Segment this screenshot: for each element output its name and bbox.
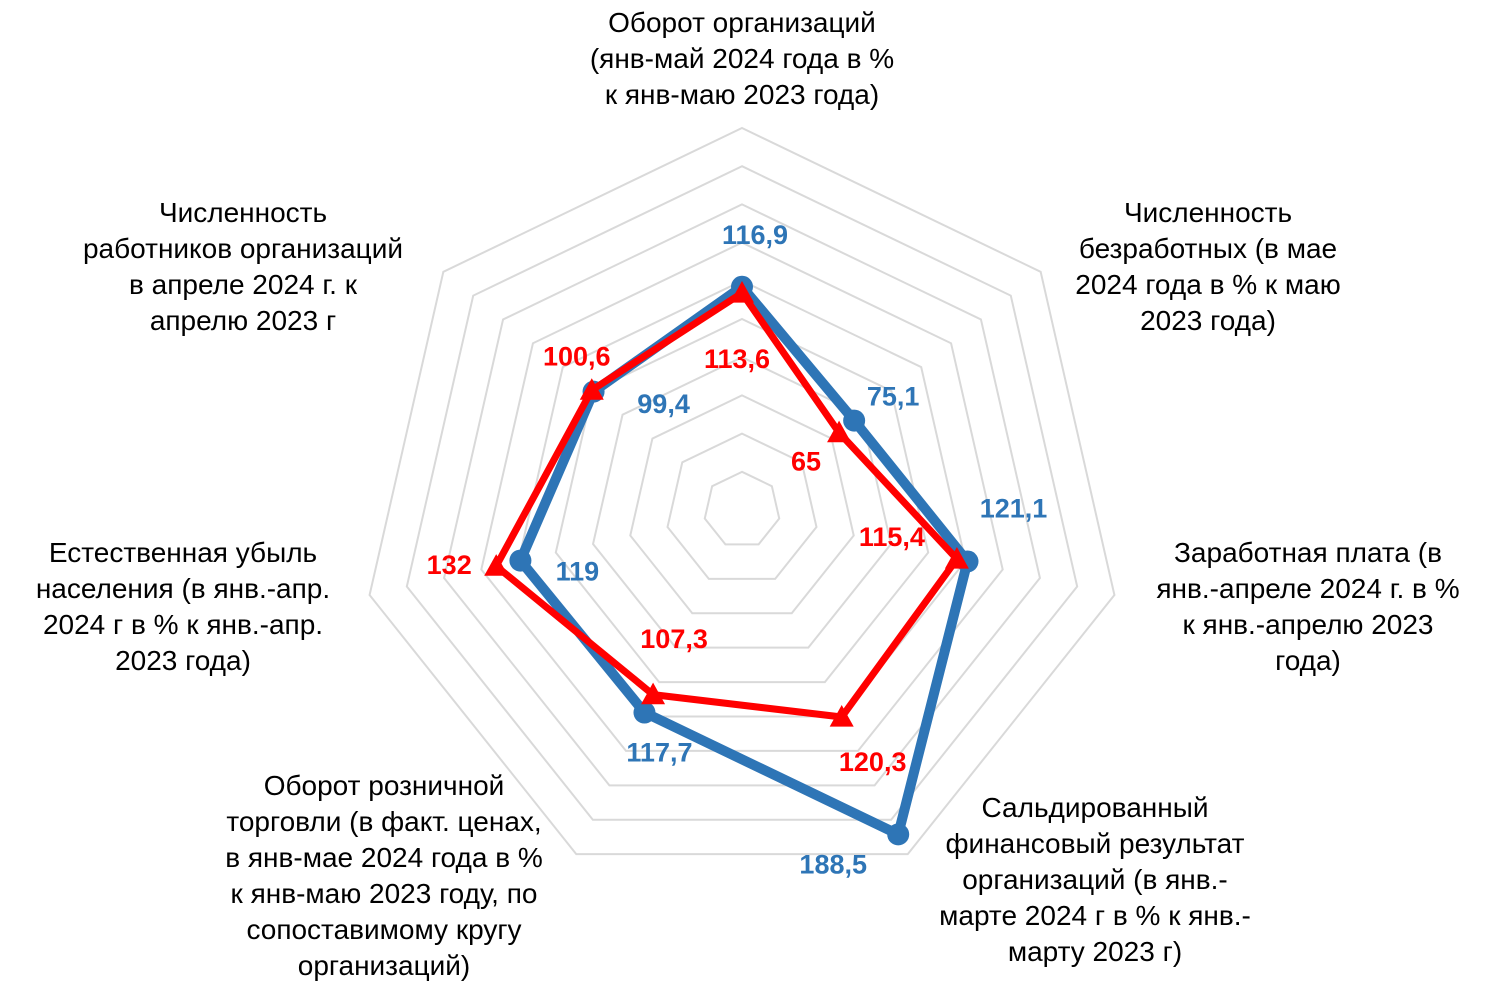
series-line (492, 289, 961, 721)
value-label: 75,1 (867, 382, 920, 412)
marker (484, 554, 509, 576)
value-label: 188,5 (799, 850, 867, 880)
category-label: Заработная плата (в янв.-апреле 2024 г. … (1156, 537, 1460, 676)
series-line (515, 281, 973, 840)
value-label: 119 (556, 557, 600, 587)
value-label: 99,4 (637, 389, 690, 419)
category-label: Численность работников организаций в апр… (82, 197, 403, 336)
marker (641, 682, 666, 705)
grid-ring (703, 470, 781, 546)
marker (887, 823, 910, 846)
marker (633, 701, 656, 724)
marker (829, 705, 854, 727)
grid-ring (666, 432, 818, 580)
grid-ring (629, 394, 855, 615)
grid-ring (368, 126, 1116, 856)
value-label: 120,3 (839, 747, 907, 777)
category-label: Оборот розничной торговли (в факт. ценах… (225, 770, 543, 981)
value-label: 121,1 (980, 494, 1048, 524)
grid-ring (517, 279, 967, 718)
marker (509, 549, 532, 572)
value-label: 132 (427, 550, 472, 580)
category-label: Оборот организаций (янв-май 2024 года в … (589, 7, 895, 110)
value-label: 107,3 (640, 624, 708, 654)
category-label: Естественная убыль населения (в янв.-апр… (35, 537, 331, 676)
value-label: 116,9 (722, 220, 788, 250)
grid-ring (405, 165, 1079, 821)
marker (944, 547, 969, 569)
value-label: 65 (791, 447, 821, 477)
grid-ring (442, 203, 1042, 787)
marker (579, 378, 604, 400)
marker (827, 420, 852, 443)
marker (730, 281, 754, 303)
category-label: Численность безработных (в мае 2024 года… (1075, 197, 1341, 336)
grid-ring (480, 241, 1004, 752)
value-label: 117,7 (626, 738, 692, 768)
category-label: Сальдированный финансовый результат орга… (939, 792, 1251, 967)
value-label: 100,6 (543, 341, 611, 371)
value-label: 115,4 (859, 522, 925, 552)
marker (843, 409, 866, 432)
value-label: 113,6 (704, 344, 770, 374)
